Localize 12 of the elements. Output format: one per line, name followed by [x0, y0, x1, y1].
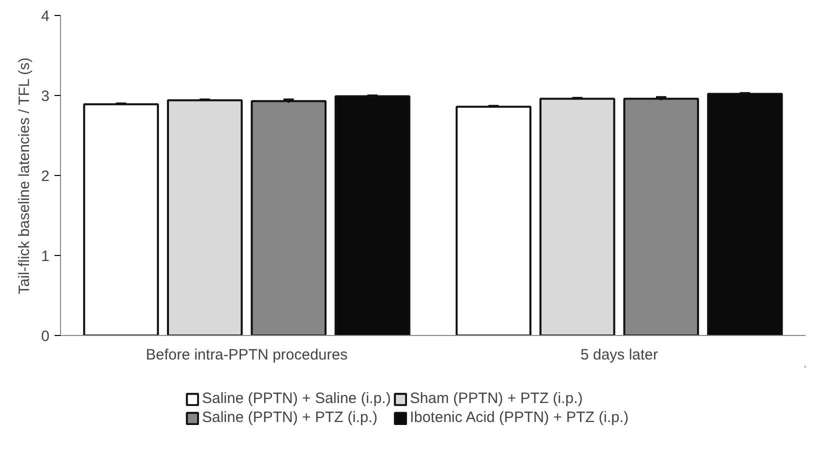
y-tick-label: 4	[41, 8, 50, 25]
y-axis-title: Tail-flick baseline latencies / TFL (s)	[16, 58, 34, 294]
legend-label: Saline (PPTN) + Saline (i.p.)	[202, 390, 391, 407]
legend-label: Saline (PPTN) + PTZ (i.p.)	[202, 409, 378, 426]
y-tick-label: 3	[41, 88, 50, 105]
x-tick-label: Before intra-PPTN procedures	[146, 346, 348, 364]
y-tick-label: 1	[41, 248, 50, 265]
y-tick-label: 0	[41, 328, 50, 345]
legend-label: Ibotenic Acid (PPTN) + PTZ (i.p.)	[410, 409, 629, 426]
legend-label: Sham (PPTN) + PTZ (i.p.)	[410, 390, 583, 407]
x-tick-label: 5 days later	[580, 346, 658, 364]
y-tick-label: 2	[41, 168, 50, 185]
